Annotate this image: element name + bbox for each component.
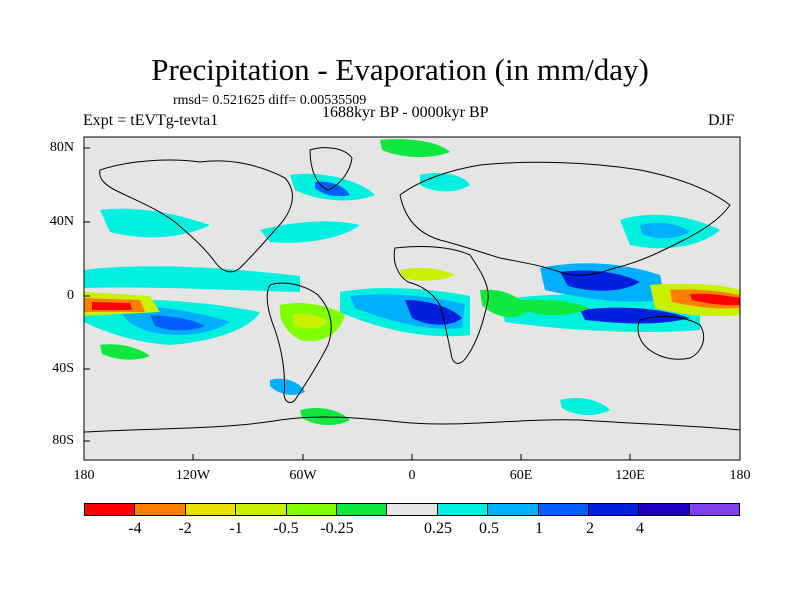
colorbar-label: -2 — [178, 520, 192, 537]
coastline-africa — [393, 245, 489, 364]
field-patch — [480, 289, 530, 318]
experiment-label: Expt = tEVTg-tevta1 — [83, 112, 219, 129]
coastline-australia — [637, 316, 705, 360]
colorbar-swatch — [689, 504, 740, 515]
field-contours — [84, 139, 740, 426]
period-label: 1688kyr BP - 0000kyr BP — [322, 104, 489, 121]
colorbar-swatch — [185, 504, 237, 515]
axis-ticks — [83, 147, 741, 460]
colorbar-label: -1 — [229, 520, 243, 537]
colorbar-swatch — [588, 504, 640, 515]
season-label: DJF — [708, 112, 735, 129]
colorbar-label: 0.25 — [424, 520, 452, 537]
lon-label-180w: 180 — [73, 468, 95, 483]
coastlines — [84, 147, 740, 433]
lat-label-80n: 80N — [49, 140, 74, 155]
field-patch — [520, 299, 590, 315]
colorbar-swatch — [639, 504, 690, 515]
colorbar — [84, 503, 740, 516]
field-patch — [100, 344, 150, 360]
lon-label-120e: 120E — [615, 468, 645, 483]
colorbar-swatch — [286, 504, 337, 515]
colorbar-swatch — [488, 504, 539, 515]
field-patch — [640, 222, 690, 239]
field-patch — [100, 208, 210, 238]
lat-label-80s: 80S — [52, 433, 74, 448]
lon-label-0: 0 — [408, 468, 416, 483]
rmsd-diff-stats: rmsd= 0.521625 diff= 0.00535509 — [173, 93, 367, 108]
field-patch — [580, 307, 690, 324]
field-patch — [292, 313, 328, 329]
colorbar-label: -4 — [128, 520, 142, 537]
colorbar-swatch — [437, 504, 489, 515]
lat-label-40s: 40S — [52, 361, 74, 376]
colorbar-swatch — [85, 504, 136, 515]
colorbar-swatch — [538, 504, 589, 515]
field-patch — [92, 302, 132, 310]
colorbar-swatch — [135, 504, 186, 515]
field-patch — [260, 221, 360, 243]
colorbar-label: 0.5 — [479, 520, 499, 537]
coastline-greenland — [309, 147, 353, 191]
colorbar-label: 2 — [586, 520, 594, 537]
lon-label-60e: 60E — [509, 468, 533, 483]
coastline-eurasia — [399, 161, 731, 276]
field-patch — [315, 181, 350, 197]
lat-label-0: 0 — [67, 288, 74, 303]
field-patch — [380, 139, 450, 158]
colorbar-swatch — [336, 504, 388, 515]
field-patch — [150, 315, 205, 331]
lon-label-60w: 60W — [289, 468, 317, 483]
colorbar-swatch — [387, 504, 438, 515]
colorbar-label: 4 — [636, 520, 644, 537]
colorbar-swatch — [236, 504, 287, 515]
colorbar-label: -0.25 — [320, 520, 354, 537]
colorbar-label: 1 — [535, 520, 543, 537]
field-patch — [84, 266, 300, 292]
field-patch — [405, 300, 462, 325]
coastline-north-america — [99, 159, 293, 273]
field-patch — [400, 267, 455, 281]
field-patch — [560, 398, 610, 416]
plot-title: Precipitation - Evaporation (in mm/day) — [151, 52, 649, 87]
field-patch — [270, 378, 305, 395]
coastline-south-america — [266, 282, 332, 403]
colorbar-label: -0.5 — [273, 520, 299, 537]
lat-label-40n: 40N — [49, 214, 74, 229]
lon-label-180e: 180 — [729, 468, 751, 483]
lon-label-120w: 120W — [175, 468, 211, 483]
field-patch — [690, 293, 740, 306]
coastline-antarctica — [84, 416, 740, 433]
